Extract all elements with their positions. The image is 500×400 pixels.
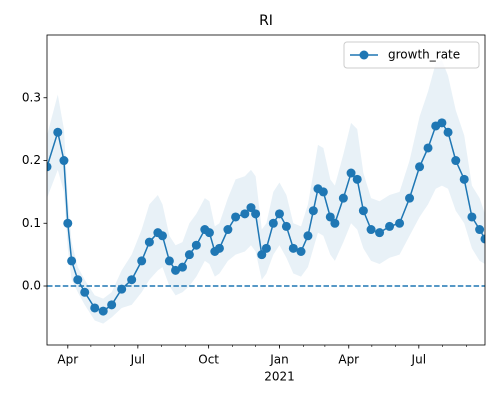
marker	[281, 221, 291, 231]
marker	[296, 246, 306, 256]
marker	[330, 218, 340, 228]
marker	[405, 193, 415, 203]
marker	[231, 212, 241, 222]
marker	[137, 256, 147, 266]
marker	[358, 206, 368, 216]
marker	[475, 225, 485, 235]
y-tick-label: 0.1	[22, 216, 41, 230]
marker	[223, 225, 233, 235]
marker	[366, 225, 376, 235]
marker	[274, 209, 284, 219]
marker	[164, 256, 174, 266]
marker	[117, 284, 127, 294]
marker	[47, 162, 52, 172]
marker	[80, 287, 90, 297]
marker	[53, 127, 63, 137]
x-year-label: 2021	[264, 370, 295, 384]
marker	[246, 203, 256, 213]
marker	[214, 243, 224, 253]
legend: growth_rate	[343, 41, 480, 69]
marker	[144, 237, 154, 247]
marker	[90, 303, 100, 313]
marker	[73, 275, 83, 285]
marker	[318, 187, 328, 197]
marker	[191, 240, 201, 250]
y-tick-label: 0.2	[22, 153, 41, 167]
x-tick-label: Apr	[57, 353, 78, 367]
plot	[47, 60, 485, 324]
y-tick-label: 0.3	[22, 90, 41, 104]
marker	[443, 127, 453, 137]
marker	[385, 221, 395, 231]
marker	[67, 256, 77, 266]
marker	[157, 231, 167, 241]
x-tick-label: Jul	[411, 353, 426, 367]
confidence-band	[47, 60, 485, 324]
marker	[352, 174, 362, 184]
marker	[346, 168, 356, 178]
marker	[261, 243, 271, 253]
y-tick-label: 0.0	[22, 279, 41, 293]
marker	[480, 234, 485, 244]
x-tick-label: Jan	[269, 353, 289, 367]
legend-box	[343, 41, 480, 69]
marker	[107, 300, 117, 310]
marker	[257, 250, 267, 260]
marker	[171, 265, 181, 275]
marker	[127, 275, 137, 285]
marker	[375, 228, 385, 238]
x-tick-label: Oct	[198, 353, 219, 367]
marker	[437, 118, 447, 128]
legend-marker	[359, 50, 369, 60]
marker	[98, 306, 108, 316]
x-tick-label: Jul	[130, 353, 145, 367]
marker	[325, 212, 335, 222]
chart-title: RI	[259, 13, 273, 29]
marker	[308, 206, 318, 216]
legend-label: growth_rate	[388, 48, 460, 62]
marker	[338, 193, 348, 203]
marker	[395, 218, 405, 228]
marker	[303, 231, 313, 241]
marker	[451, 156, 461, 166]
marker	[251, 209, 261, 219]
marker	[268, 218, 278, 228]
marker	[467, 212, 477, 222]
marker	[415, 162, 425, 172]
marker	[184, 250, 194, 260]
marker	[59, 156, 69, 166]
marker	[204, 228, 214, 238]
marker	[63, 218, 73, 228]
marker	[288, 243, 298, 253]
marker	[240, 209, 250, 219]
marker	[459, 174, 469, 184]
marker	[423, 143, 433, 153]
marker	[177, 262, 187, 272]
axes-frame	[46, 34, 486, 346]
x-tick-label: Apr	[338, 353, 359, 367]
